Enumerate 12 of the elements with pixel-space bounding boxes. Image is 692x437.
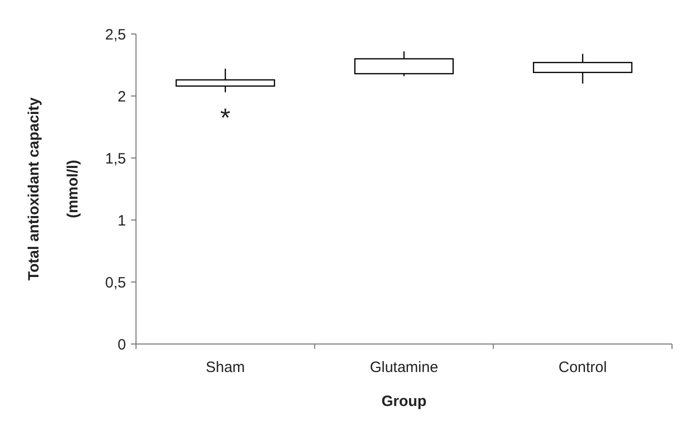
x-tick-label: Control xyxy=(558,359,607,376)
y-tick-label: 0 xyxy=(118,336,126,354)
x-axis-title: Group xyxy=(382,393,426,410)
text: Total antioxidant capacity (mmol/l) xyxy=(26,97,82,281)
y-tick-label: 0,5 xyxy=(105,274,126,292)
x-tick-label: Sham xyxy=(206,359,245,376)
y-tick-label: 1,5 xyxy=(105,150,126,168)
y-tick-label: 1 xyxy=(118,212,126,230)
x-tick-label: Glutamine xyxy=(370,359,438,376)
y-tick-label: 2,5 xyxy=(105,26,126,44)
annotation: * xyxy=(220,102,230,132)
y-tick-label: 2 xyxy=(118,88,126,106)
